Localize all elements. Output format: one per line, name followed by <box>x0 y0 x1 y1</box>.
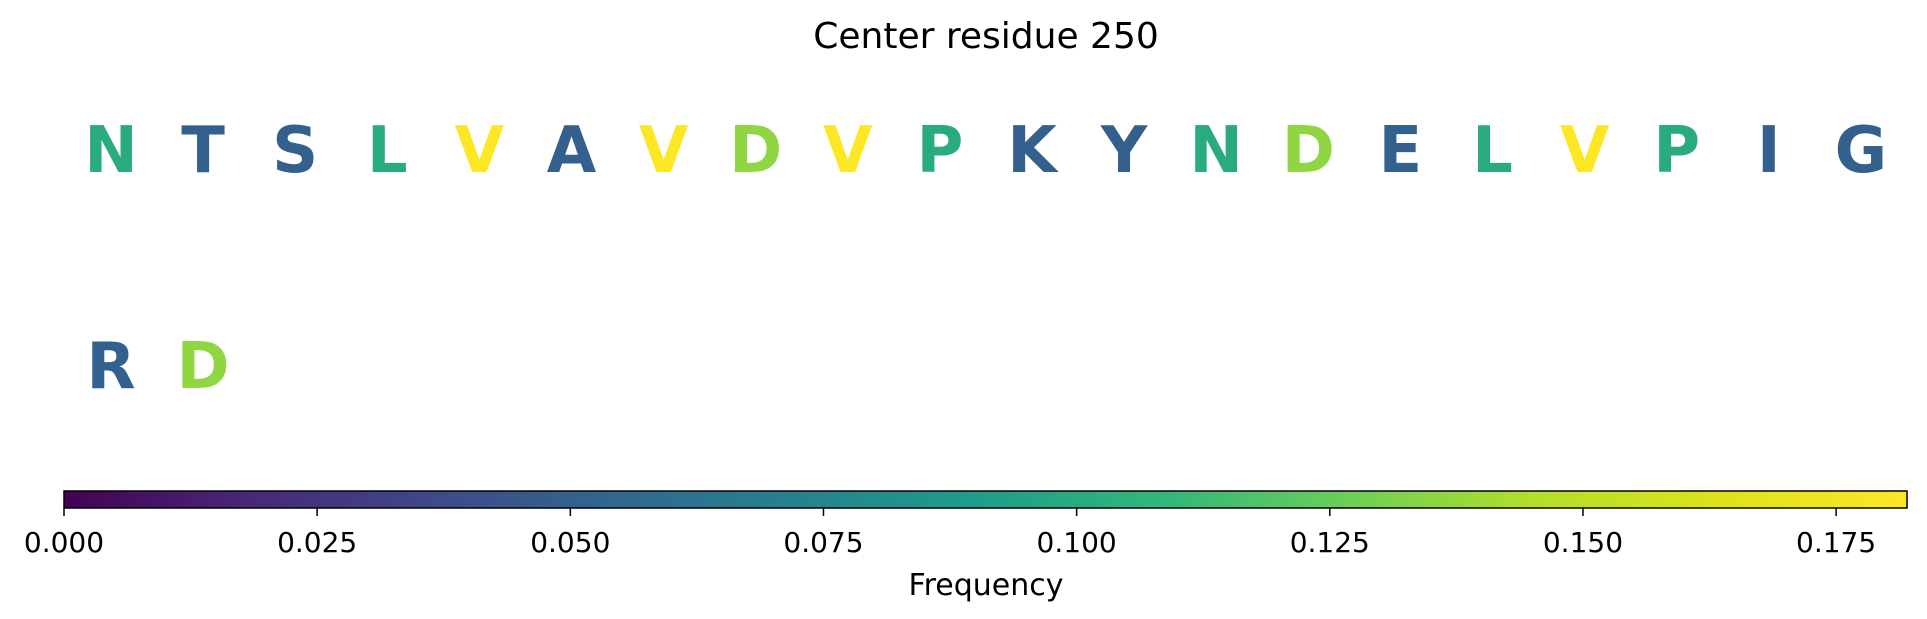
residue-letter: V <box>639 114 689 188</box>
residue-letter: V <box>1560 114 1610 188</box>
colorbar-tick-label: 0.000 <box>24 526 104 559</box>
colorbar-tick-label: 0.025 <box>277 526 357 559</box>
residue-letter: V <box>823 114 873 188</box>
residue-letter: R <box>86 330 135 404</box>
residue-letter: Y <box>1100 114 1148 188</box>
residue-letter: E <box>1379 114 1423 188</box>
residue-letter: N <box>1189 114 1243 188</box>
residue-letter: D <box>177 330 230 404</box>
residue-letter: L <box>367 114 408 188</box>
residue-letter: N <box>84 114 138 188</box>
colorbar-tick-label: 0.100 <box>1037 526 1117 559</box>
residue-letter: I <box>1757 114 1781 188</box>
residue-letter: S <box>272 114 318 188</box>
colorbar-tick-label: 0.175 <box>1796 526 1876 559</box>
residue-letter: P <box>1653 114 1700 188</box>
residue-letter: D <box>1282 114 1335 188</box>
residue-letter: G <box>1835 114 1888 188</box>
chart-title: Center residue 250 <box>813 16 1159 57</box>
colorbar-gradient <box>63 490 1908 509</box>
residue-letter: P <box>916 114 963 188</box>
residue-letter: A <box>547 114 597 188</box>
colorbar-tick-label: 0.075 <box>783 526 863 559</box>
residue-letters: N T S L V A V D V P K Y N D E L V P I GR D <box>84 114 1887 404</box>
colorbar: 0.000 0.025 0.050 0.075 0.100 0.125 0.150 0.175… <box>24 490 1908 603</box>
residue-letter: L <box>1472 114 1513 188</box>
colorbar-label: Frequency <box>909 568 1064 603</box>
colorbar-ticks: 0.000 0.025 0.050 0.075 0.100 0.125 0.150 0.175 <box>24 508 1876 559</box>
residue-letter: D <box>729 114 782 188</box>
colorbar-tick-label: 0.125 <box>1290 526 1370 559</box>
residue-letter: T <box>181 114 225 188</box>
residue-letter: K <box>1007 114 1059 188</box>
colorbar-tick-label: 0.050 <box>530 526 610 559</box>
residue-letter: V <box>455 114 505 188</box>
colorbar-tick-label: 0.150 <box>1543 526 1623 559</box>
